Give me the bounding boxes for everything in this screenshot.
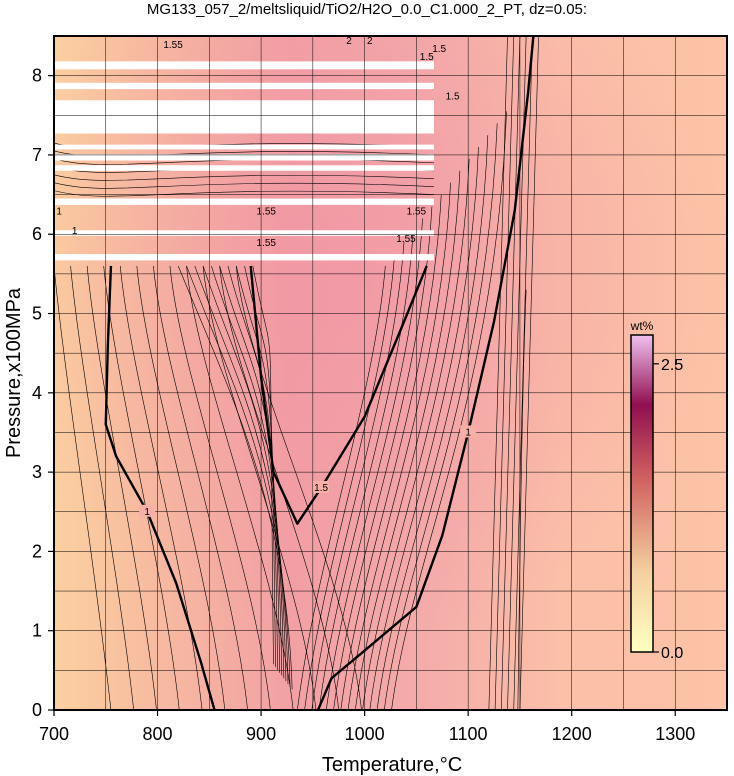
minor-contour [186, 265, 291, 687]
contour-line [316, 36, 535, 710]
colorbar-tick-label: 2.5 [661, 357, 683, 374]
contour-annotation: 2 [346, 36, 352, 47]
minor-contour [119, 265, 203, 710]
minor-contour [211, 265, 285, 679]
no-data-band [54, 61, 434, 70]
minor-contour [340, 194, 442, 710]
no-data-band [54, 198, 434, 205]
minor-contour [177, 265, 293, 690]
contour-label-background [139, 504, 156, 517]
y-axis: 0 1 2 3 4 5 6 7 8 [32, 66, 54, 720]
contour-annotation: 1.55 [257, 206, 277, 217]
minor-contour [304, 254, 395, 710]
x-tick-label: 700 [39, 724, 69, 744]
minor-contour [153, 265, 248, 710]
x-tick-label: 1200 [552, 724, 592, 744]
minor-contour [369, 146, 479, 710]
minor-contour [333, 206, 433, 710]
contour-annotation: 1.5 [446, 91, 460, 102]
minor-contour [202, 265, 287, 682]
colorbar: wt% 0.0 2.5 [630, 319, 684, 662]
y-tick-label: 2 [32, 541, 42, 561]
contour-label: 1 [465, 427, 471, 438]
minor-contour [227, 265, 281, 673]
no-data-band [54, 165, 434, 171]
colorbar-ticks: 0.0 2.5 [653, 357, 683, 662]
minor-contour [202, 265, 317, 710]
no-data-band [54, 100, 434, 134]
x-tick-label: 1300 [655, 724, 695, 744]
minor-contour [54, 190, 434, 197]
minor-contour [347, 182, 451, 710]
y-tick-label: 5 [32, 304, 42, 324]
no-data-band [54, 144, 434, 150]
minor-contour [186, 265, 294, 710]
x-tick-label: 900 [246, 724, 276, 744]
y-tick-label: 3 [32, 462, 42, 482]
minor-contour [354, 170, 461, 710]
contour-label-background [313, 480, 330, 493]
minor-contour [194, 265, 289, 684]
minor-contour [383, 123, 498, 710]
minor-contour [54, 265, 112, 710]
x-tick-label: 1000 [345, 724, 385, 744]
minor-contour [54, 174, 434, 181]
contour-annotation: 1 [56, 206, 62, 217]
contour-annotation: 1.55 [407, 206, 427, 217]
no-data-band [54, 82, 434, 90]
minor-contour [219, 265, 283, 676]
x-tick-label: 800 [143, 724, 173, 744]
contour-annotation: 1.5 [432, 44, 446, 55]
minor-contour [318, 230, 414, 710]
chart-title: MG133_057_2/meltsliquid/TiO2/H2O_0.0_C1.… [147, 1, 587, 18]
no-data-bands [54, 61, 434, 261]
y-tick-label: 0 [32, 700, 42, 720]
y-tick-label: 4 [32, 383, 42, 403]
grid-lines [54, 36, 727, 710]
x-axis-title: Temperature,°C [322, 754, 462, 776]
colorbar-tick-label: 0.0 [661, 645, 683, 662]
minor-contour [297, 265, 386, 710]
contour-annotation: 1.55 [257, 238, 277, 249]
y-tick-label: 8 [32, 66, 42, 86]
minor-contour [311, 242, 405, 710]
minor-contour [376, 135, 489, 710]
contour-annotation: 1.55 [163, 40, 183, 51]
y-tick-label: 6 [32, 224, 42, 244]
plot-frame [53, 35, 728, 711]
minor-contour [517, 289, 527, 710]
x-axis: 700 800 900 1000 1100 1200 1300 [39, 710, 695, 744]
contour-line [249, 265, 428, 525]
contour-line [104, 265, 216, 710]
minor-contour [391, 111, 507, 710]
y-axis-title: Pressure,x100MPa [3, 287, 25, 458]
x-tick-label: 1100 [449, 724, 488, 744]
contour-annotation: 1.55 [396, 234, 416, 245]
contour-annotation: 1.5 [420, 52, 434, 63]
colorbar-gradient [630, 334, 654, 653]
contour-annotation: 1 [72, 226, 78, 237]
colorbar-unit: wt% [630, 319, 654, 333]
no-data-band [54, 254, 434, 261]
contour-label: 1.5 [314, 483, 328, 494]
no-data-band [54, 230, 434, 236]
contour-label-background [460, 425, 477, 438]
y-tick-label: 1 [32, 621, 42, 641]
minor-contour [136, 265, 226, 710]
minor-contour [70, 265, 135, 710]
minor-contour [326, 218, 423, 710]
minor-contour [86, 265, 157, 710]
minor-contour [235, 265, 278, 670]
y-tick-label: 7 [32, 145, 42, 165]
contour-annotation: 2 [367, 36, 373, 47]
contour-label: 1 [144, 507, 150, 518]
no-data-band [54, 154, 434, 161]
minor-contour [54, 182, 434, 189]
